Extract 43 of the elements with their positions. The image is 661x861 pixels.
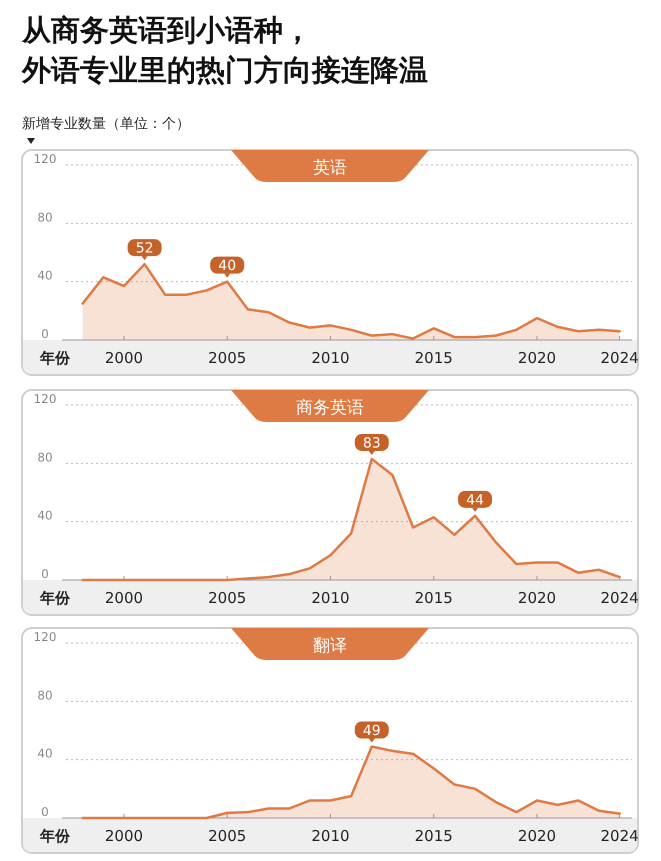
x-tick-label: 2005 <box>208 827 246 845</box>
y-tick-label: 0 <box>41 327 49 341</box>
y-tick-label: 0 <box>41 805 49 819</box>
y-axis-title: 新增专业数量（单位：个） <box>22 116 190 132</box>
data-label: 40 <box>218 258 236 274</box>
x-tick-label: 2015 <box>414 827 453 845</box>
x-tick-label: 2005 <box>208 349 246 367</box>
x-tick-label: 2024 <box>600 589 639 607</box>
y-tick-label: 120 <box>34 152 56 166</box>
x-tick-label: 2020 <box>518 589 556 607</box>
text: 翻译 <box>313 636 347 656</box>
x-tick-label: 2020 <box>518 827 556 845</box>
data-label: 49 <box>362 723 381 740</box>
y-tick-label: 40 <box>37 268 53 283</box>
y-tick-label: 80 <box>37 450 53 464</box>
data-label: 83 <box>362 435 381 452</box>
text: 英语 <box>313 158 347 178</box>
y-tick-label: 40 <box>37 508 53 523</box>
x-axis-title: 年份 <box>39 349 71 367</box>
x-tick-label: 2005 <box>208 589 246 607</box>
text: 商务英语 <box>296 398 364 418</box>
y-tick-label: 0 <box>41 567 49 581</box>
x-tick-label: 2015 <box>414 589 453 607</box>
x-tick-label: 2015 <box>414 349 453 367</box>
x-tick-label: 2000 <box>104 589 144 607</box>
x-tick-label: 2000 <box>104 827 144 845</box>
data-label: 52 <box>136 240 154 257</box>
y-tick-label: 40 <box>37 746 53 761</box>
data-label: 44 <box>466 492 484 508</box>
y-tick-label: 80 <box>37 210 53 224</box>
x-tick-label: 2024 <box>600 349 639 367</box>
x-axis-title: 年份 <box>39 589 71 607</box>
y-tick-label: 120 <box>34 630 56 644</box>
x-tick-label: 2010 <box>311 827 350 845</box>
x-tick-label: 2000 <box>104 349 144 367</box>
x-tick-label: 2010 <box>311 349 350 367</box>
x-axis-title: 年份 <box>39 827 71 845</box>
x-tick-label: 2010 <box>311 589 350 607</box>
x-tick-label: 2024 <box>600 827 639 845</box>
x-tick-label: 2020 <box>518 349 556 367</box>
chart-title: 从商务英语到小语种，外语专业里的热门方向接连降温 <box>21 13 428 87</box>
y-tick-label: 80 <box>37 688 53 702</box>
y-tick-label: 120 <box>34 392 56 406</box>
